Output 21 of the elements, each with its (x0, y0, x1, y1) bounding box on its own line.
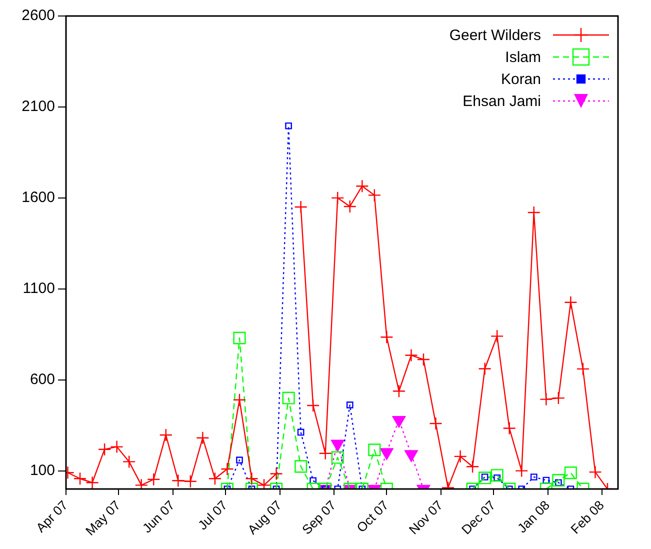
y-tick-label: 2600 (22, 7, 55, 24)
legend-label: Koran (500, 70, 541, 88)
y-tick-label: 600 (30, 370, 55, 388)
x-tick-label: Aug 07 (244, 498, 284, 538)
y-tick-label: 2100 (22, 98, 55, 116)
x-tick-label: May 07 (82, 498, 124, 538)
x-tick-label: Dec 07 (458, 498, 498, 538)
legend-label: Geert Wilders (449, 26, 541, 44)
x-tick-label: Jul 07 (194, 498, 230, 533)
y-tick-label: 1600 (22, 189, 55, 206)
x-tick-label: Feb 08 (568, 498, 607, 537)
x-tick-label: Oct 07 (354, 498, 392, 536)
legend-label: Ehsan Jami (462, 92, 541, 110)
x-tick-label: Jun 07 (139, 498, 178, 536)
x-tick-label: Apr 07 (32, 498, 71, 536)
x-tick-label: Sep 07 (299, 498, 339, 538)
y-tick-label: 100 (30, 462, 55, 479)
x-tick-label: Jan 08 (514, 498, 553, 536)
x-tick-label: Nov 07 (406, 498, 446, 538)
legend-label: Islam (505, 48, 541, 66)
y-tick-label: 1100 (22, 280, 55, 298)
